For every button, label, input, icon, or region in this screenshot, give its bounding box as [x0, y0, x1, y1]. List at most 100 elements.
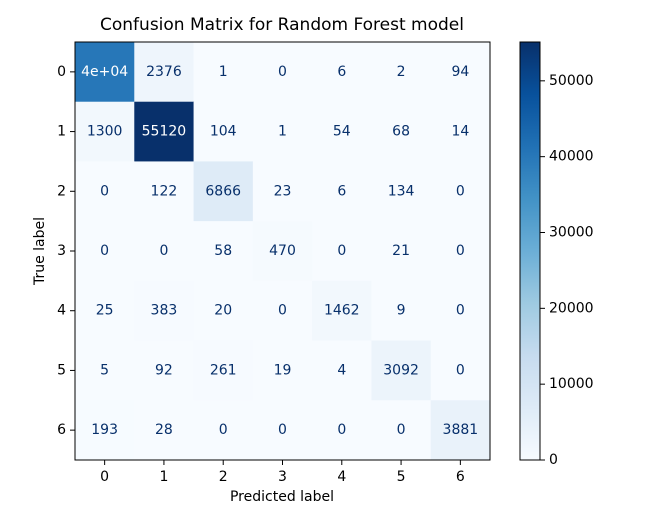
cell — [75, 101, 135, 162]
cell-label: 0 — [278, 64, 287, 80]
x-tick-label: 0 — [100, 469, 109, 485]
cell-label: 92 — [155, 362, 173, 378]
cell-label: 1 — [219, 64, 228, 80]
colorbar-tick-label: 0 — [549, 452, 558, 468]
cell — [75, 340, 135, 401]
x-tick-label: 2 — [219, 469, 228, 485]
y-tick-label: 1 — [57, 124, 66, 140]
cell — [252, 221, 313, 282]
cell — [312, 400, 372, 461]
colorbar-tick-label: 50000 — [549, 73, 594, 89]
colorbar-tick-label: 40000 — [549, 149, 594, 165]
cell-label: 261 — [210, 362, 237, 378]
cell — [134, 101, 195, 162]
cell — [75, 221, 135, 282]
cell-label: 25 — [96, 303, 114, 319]
colorbar — [519, 41, 541, 461]
cell-label: 0 — [456, 303, 465, 319]
x-tick-label: 6 — [456, 469, 465, 485]
chart-title: Confusion Matrix for Random Forest model — [100, 15, 464, 35]
cell-label: 0 — [337, 422, 346, 438]
cell — [252, 42, 313, 103]
cell-label: 1462 — [324, 303, 360, 319]
cell-label: 0 — [397, 422, 406, 438]
cell-label: 470 — [269, 243, 296, 259]
cell-label: 55120 — [142, 124, 187, 140]
cell-label: 5 — [100, 362, 109, 378]
cell — [193, 340, 254, 401]
cell — [371, 161, 432, 222]
cell — [134, 221, 195, 282]
cell-label: 0 — [278, 422, 287, 438]
cell — [134, 280, 195, 342]
cell — [371, 280, 432, 342]
cell — [252, 400, 313, 461]
cell-label: 193 — [91, 422, 118, 438]
cell — [193, 280, 254, 342]
cell — [312, 340, 372, 401]
cell-label: 4e+04 — [81, 64, 128, 80]
cell-label: 383 — [151, 303, 178, 319]
y-tick-label: 6 — [57, 422, 66, 438]
cell-label: 0 — [278, 303, 287, 319]
cell-label: 0 — [456, 362, 465, 378]
y-tick-label: 5 — [57, 362, 66, 378]
cell-label: 2 — [397, 64, 406, 80]
cell — [134, 400, 195, 461]
cell — [193, 101, 254, 162]
y-tick-label: 3 — [57, 243, 66, 259]
cell — [371, 42, 432, 103]
cell — [134, 161, 195, 222]
cell — [193, 42, 254, 103]
cell — [312, 101, 372, 162]
cell — [430, 221, 491, 282]
cell — [252, 161, 313, 222]
cell — [252, 280, 313, 342]
cell-label: 19 — [274, 362, 292, 378]
cell-label: 20 — [214, 303, 232, 319]
cell-label: 3881 — [443, 422, 479, 438]
cell-label: 0 — [100, 243, 109, 259]
cell-label: 23 — [274, 183, 292, 199]
cell — [134, 42, 195, 103]
x-tick-label: 5 — [397, 469, 406, 485]
cell-label: 6 — [337, 64, 346, 80]
colorbar-tick-label: 30000 — [549, 224, 594, 240]
cell — [252, 340, 313, 401]
y-tick-label: 2 — [57, 183, 66, 199]
cell-label: 6866 — [205, 183, 241, 199]
cell-label: 58 — [214, 243, 232, 259]
cell — [371, 101, 432, 162]
cell-label: 14 — [451, 124, 469, 140]
cell — [430, 101, 491, 162]
x-tick-label: 1 — [159, 469, 168, 485]
cell-label: 94 — [451, 64, 469, 80]
cell-label: 4 — [337, 362, 346, 378]
cell-label: 0 — [219, 422, 228, 438]
cell-label: 104 — [210, 124, 237, 140]
cell — [371, 400, 432, 461]
cell-label: 0 — [337, 243, 346, 259]
cell — [312, 280, 372, 342]
cell — [430, 42, 491, 103]
x-tick-label: 3 — [278, 469, 287, 485]
cell-label: 68 — [392, 124, 410, 140]
colorbar-tick-label: 10000 — [549, 376, 594, 392]
cell-label: 21 — [392, 243, 410, 259]
cell — [75, 280, 135, 342]
cell-label: 54 — [333, 124, 351, 140]
cell — [430, 161, 491, 222]
cell — [430, 400, 491, 461]
cell — [312, 221, 372, 282]
cell — [75, 161, 135, 222]
cell — [193, 161, 254, 222]
cell — [134, 340, 195, 401]
cell-label: 1 — [278, 124, 287, 140]
cell — [430, 340, 491, 401]
cell-label: 0 — [456, 183, 465, 199]
cell — [430, 280, 491, 342]
cell — [193, 400, 254, 461]
cell — [371, 221, 432, 282]
cell-label: 3092 — [383, 362, 419, 378]
y-tick-label: 4 — [57, 303, 66, 319]
